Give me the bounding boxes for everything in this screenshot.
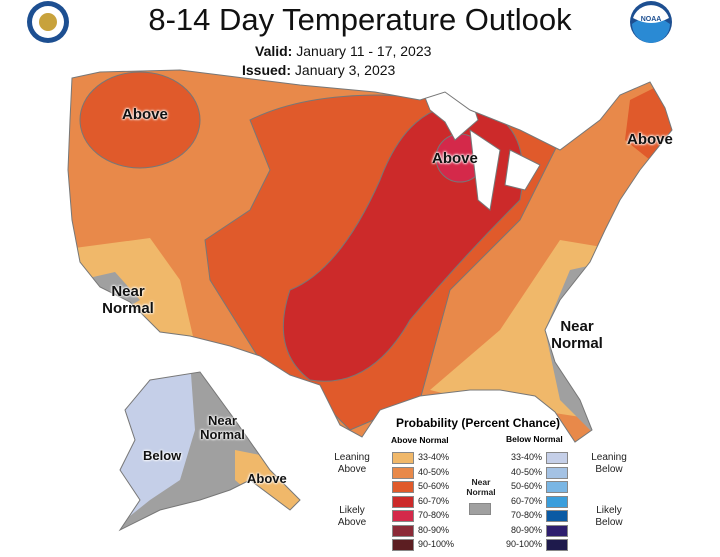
label-above-nw: Above	[122, 106, 168, 123]
legend-text: Leaning	[334, 452, 370, 463]
legend-swatch-above	[392, 481, 414, 493]
region-50-60-nw	[79, 71, 201, 169]
legend-swatch-above	[392, 466, 414, 479]
leaning-above-label: Leaning Above	[330, 452, 374, 476]
leaning-below-label: Leaning Below	[584, 452, 634, 476]
legend-range-above: 80-90%	[418, 524, 450, 535]
legend-text: Near	[111, 283, 145, 300]
legend-text: Below	[595, 464, 623, 475]
legend-text: Near	[560, 318, 594, 335]
legend-swatch-below	[546, 495, 568, 508]
label-above-gl: Above	[432, 150, 478, 167]
legend-swatch-below	[546, 452, 568, 464]
legend-text: Normal	[551, 335, 603, 352]
legend-text: Near	[471, 477, 491, 487]
legend-text: Normal	[466, 487, 496, 497]
legend-swatch-above	[392, 510, 414, 522]
label-below-ak: Below	[143, 448, 182, 463]
legend-text: Above	[337, 464, 367, 475]
valid-line: Valid: January 11 - 17, 2023	[255, 43, 431, 59]
legend-swatch-above	[392, 495, 414, 508]
legend-range-below: 70-80%	[510, 510, 542, 520]
legend-range-below: 40-50%	[510, 466, 542, 477]
near-normal-swatch	[469, 503, 491, 515]
alaska-regions	[120, 372, 300, 530]
legend-range-below: 50-60%	[510, 481, 542, 491]
legend-range-above: 60-70%	[418, 495, 450, 506]
issued-value: January 3, 2023	[294, 62, 396, 78]
noaa-logo: NOAA	[630, 1, 672, 43]
valid-label: Valid:	[255, 43, 293, 59]
legend-text: Near	[208, 413, 237, 428]
issued-label: Issued:	[242, 62, 292, 78]
legend-below-header: Below Normal	[506, 434, 563, 444]
great-lakes	[419, 84, 541, 211]
legend-range-above: 90-100%	[418, 539, 455, 549]
page-title: 8-14 Day Temperature Outlook	[148, 2, 572, 37]
legend-text: Above	[337, 517, 367, 528]
legend-range-above: 50-60%	[418, 481, 450, 491]
legend-swatch-below	[546, 539, 568, 551]
legend-text: Below	[595, 517, 623, 528]
label-near-normal-sw: Near Normal	[98, 283, 158, 317]
legend-range-above: 33-40%	[418, 452, 450, 462]
doc-seal-logo	[27, 1, 69, 43]
legend-text: Likely	[339, 505, 365, 516]
legend-title: Probability (Percent Chance)	[396, 416, 561, 430]
legend-above-header: Above Normal	[391, 435, 449, 445]
legend-swatch-below	[546, 510, 568, 522]
valid-value: January 11 - 17, 2023	[296, 43, 432, 59]
label-above-ne: Above	[627, 131, 673, 148]
legend-swatch-above	[392, 452, 414, 464]
legend-range-above: 40-50%	[418, 466, 450, 477]
near-normal-label: Near Normal	[461, 477, 501, 497]
legend-range-below: 33-40%	[510, 452, 542, 462]
legend-text: Normal	[200, 427, 245, 442]
legend-text: Normal	[102, 300, 154, 317]
legend-text: Likely	[596, 505, 622, 516]
legend-swatch-below	[546, 481, 568, 493]
issued-line: Issued: January 3, 2023	[242, 62, 395, 78]
legend-range-above: 70-80%	[418, 510, 450, 520]
likely-above-label: Likely Above	[330, 505, 374, 529]
legend-swatch-below	[546, 524, 568, 537]
legend-range-below: 90-100%	[505, 539, 542, 549]
label-above-ak: Above	[247, 471, 287, 486]
legend-swatch-above	[392, 524, 414, 537]
legend-range-below: 80-90%	[510, 524, 542, 535]
label-near-normal-se: Near Normal	[547, 318, 607, 352]
legend-swatch-above	[392, 539, 414, 551]
likely-below-label: Likely Below	[584, 505, 634, 529]
legend-text: Leaning	[591, 452, 627, 463]
legend-range-below: 60-70%	[510, 495, 542, 506]
label-near-normal-ak: Near Normal	[195, 414, 250, 442]
svg-text:NOAA: NOAA	[641, 16, 662, 23]
legend-swatch-below	[546, 466, 568, 479]
